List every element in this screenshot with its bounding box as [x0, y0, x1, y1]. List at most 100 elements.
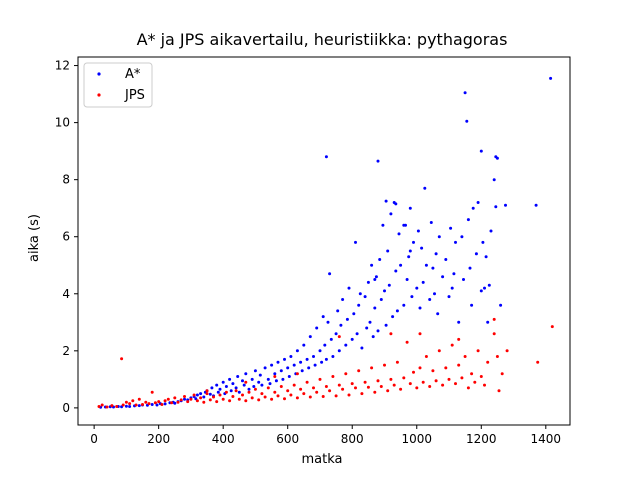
- astar-point: [363, 295, 367, 299]
- astar-point: [352, 312, 356, 316]
- jps-point: [266, 386, 270, 390]
- astar-point: [549, 76, 553, 80]
- astar-point: [236, 375, 240, 378]
- astar-point: [534, 203, 538, 207]
- jps-point: [128, 402, 132, 406]
- astar-point: [163, 402, 167, 406]
- jps-point: [486, 360, 490, 364]
- jps-point: [292, 383, 296, 387]
- astar-point: [276, 360, 280, 364]
- jps-point: [302, 392, 306, 396]
- astar-point: [286, 366, 290, 370]
- astar-point: [405, 278, 409, 281]
- astar-point: [341, 298, 345, 301]
- astar-point: [308, 335, 312, 339]
- astar-point: [358, 292, 362, 296]
- astar-point: [379, 298, 383, 301]
- y-tick-label: 0: [62, 401, 70, 415]
- jps-point: [170, 401, 174, 405]
- astar-point: [357, 303, 361, 307]
- astar-point: [137, 404, 141, 408]
- chart-title: A* ja JPS aikavertailu, heuristiikka: py…: [137, 30, 508, 49]
- jps-point: [253, 387, 257, 391]
- astar-point: [495, 156, 499, 160]
- astar-point: [431, 266, 435, 270]
- astar-point: [454, 240, 457, 244]
- jps-point: [153, 401, 157, 405]
- astar-point: [268, 382, 272, 386]
- astar-point: [408, 206, 412, 210]
- astar-point: [299, 360, 303, 364]
- astar-point: [489, 229, 493, 233]
- y-tick-label: 2: [62, 344, 70, 358]
- astar-point: [339, 323, 343, 327]
- jps-point: [500, 372, 504, 376]
- astar-point: [241, 379, 244, 383]
- astar-point: [402, 223, 406, 227]
- astar-point: [279, 369, 283, 373]
- legend-marker-jps: [97, 93, 101, 97]
- x-tick-label: 600: [276, 432, 299, 446]
- astar-point: [228, 377, 232, 381]
- jps-point: [150, 390, 154, 394]
- jps-point: [186, 400, 190, 404]
- jps-point: [166, 397, 170, 401]
- astar-point: [486, 320, 490, 324]
- astar-point: [378, 258, 382, 261]
- astar-point: [273, 372, 277, 376]
- jps-point: [437, 349, 441, 353]
- jps-point: [366, 385, 370, 389]
- jps-point: [147, 402, 151, 406]
- astar-point: [410, 295, 414, 299]
- points-layer: [97, 76, 554, 409]
- astar-point: [215, 383, 219, 387]
- astar-point: [128, 405, 132, 408]
- jps-point: [247, 390, 251, 394]
- astar-point: [397, 232, 401, 236]
- astar-point: [374, 275, 378, 279]
- jps-point: [134, 403, 138, 407]
- astar-point: [384, 199, 388, 203]
- astar-point: [408, 249, 412, 253]
- astar-point: [391, 315, 395, 319]
- astar-point: [376, 159, 380, 163]
- astar-point: [371, 335, 375, 339]
- astar-point: [250, 377, 254, 381]
- jps-point: [363, 380, 367, 384]
- jps-point: [195, 399, 199, 403]
- jps-point: [470, 372, 474, 376]
- jps-point: [97, 405, 101, 408]
- astar-point: [218, 387, 222, 391]
- astar-point: [421, 280, 425, 284]
- jps-point: [224, 390, 228, 394]
- astar-point: [504, 203, 507, 207]
- astar-point: [242, 383, 246, 387]
- jps-point: [418, 366, 422, 370]
- jps-point: [120, 357, 124, 361]
- astar-point: [202, 395, 206, 399]
- jps-point: [479, 375, 483, 378]
- jps-point: [318, 377, 322, 381]
- astar-point: [331, 355, 335, 358]
- legend: A* JPS: [83, 62, 153, 108]
- jps-point: [270, 397, 274, 401]
- jps-point: [283, 397, 286, 401]
- astar-point: [376, 329, 380, 333]
- jps-point: [315, 390, 319, 394]
- jps-point: [428, 385, 432, 388]
- astar-point: [257, 380, 261, 384]
- astar-point: [402, 303, 406, 307]
- astar-point: [323, 343, 327, 347]
- astar-point: [216, 390, 220, 394]
- astar-point: [270, 363, 274, 367]
- jps-point: [457, 337, 461, 341]
- jps-point: [360, 392, 364, 396]
- x-tick-label: 0: [90, 432, 98, 446]
- jps-point: [337, 383, 341, 387]
- jps-point: [160, 403, 164, 406]
- jps-point: [421, 380, 425, 384]
- astar-point: [441, 275, 445, 279]
- y-axis-ticks: 0 2 4 6 8 10 12: [55, 59, 78, 415]
- jps-point: [202, 400, 206, 404]
